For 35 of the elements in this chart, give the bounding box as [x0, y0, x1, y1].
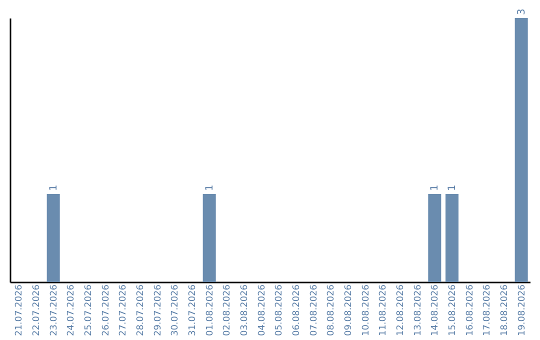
data-label: 1 — [430, 184, 441, 191]
data-label: 1 — [447, 184, 458, 191]
x-tick-label: 01.08.2026 — [205, 284, 216, 336]
x-tick-label: 28.07.2026 — [136, 284, 146, 336]
x-tick-label: 25.07.2026 — [84, 284, 94, 336]
x-tick-label: 16.08.2026 — [465, 284, 476, 336]
x-tick-label: 07.08.2026 — [309, 284, 320, 336]
x-tick-label: 06.08.2026 — [292, 284, 302, 336]
data-label: 1 — [48, 184, 60, 191]
x-tick-label: 08.08.2026 — [326, 284, 337, 336]
x-tick-label: 18.08.2026 — [500, 284, 510, 336]
x-tick-label: 24.07.2026 — [66, 284, 77, 336]
x-tick-label: 15.08.2026 — [448, 284, 458, 336]
x-tick-label: 02.08.2026 — [222, 284, 233, 336]
x-tick-label: 05.08.2026 — [274, 284, 285, 336]
x-tick-label: 12.08.2026 — [396, 284, 406, 336]
x-tick-label: 10.08.2026 — [361, 284, 372, 336]
x-tick-label: 13.08.2026 — [413, 284, 424, 336]
data-label: 3 — [516, 8, 528, 15]
x-tick-label: 22.07.2026 — [32, 284, 42, 336]
x-tick-label: 23.07.2026 — [49, 284, 60, 336]
x-tick-label: 29.07.2026 — [153, 284, 164, 336]
x-tick-label: 11.08.2026 — [378, 284, 389, 336]
x-tick-label: 14.08.2026 — [430, 284, 441, 336]
x-tick-label: 26.07.2026 — [101, 284, 112, 336]
x-tick-label: 30.07.2026 — [170, 284, 181, 336]
x-tick-label: 03.08.2026 — [240, 284, 250, 336]
x-tick-label: 09.08.2026 — [344, 284, 354, 336]
x-tick-label: 27.07.2026 — [118, 284, 129, 336]
x-tick-label: 31.07.2026 — [188, 284, 198, 336]
x-tick-label: 21.07.2026 — [14, 284, 25, 336]
data-label: 1 — [204, 184, 216, 191]
x-tick-label: 04.08.2026 — [257, 284, 268, 336]
x-tick-label: 19.08.2026 — [517, 284, 528, 336]
x-tick-label: 17.08.2026 — [482, 284, 493, 336]
